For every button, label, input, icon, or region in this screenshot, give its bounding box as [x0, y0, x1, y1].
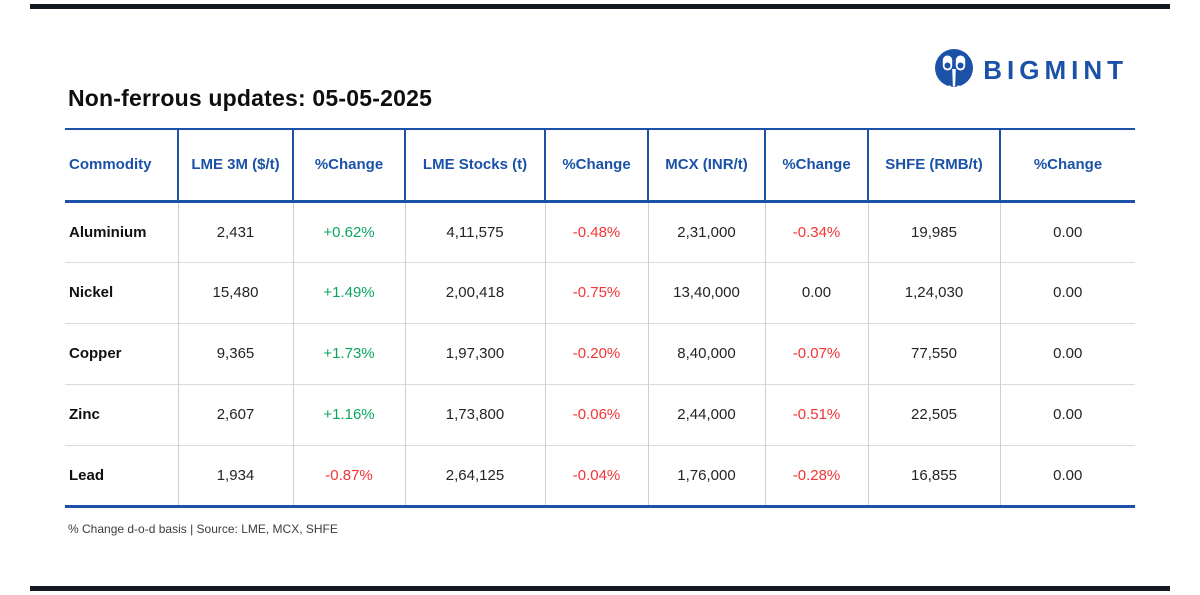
cell-mcx-change: 0.00	[764, 261, 868, 323]
table-row: Nickel 15,480 +1.49% 2,00,418 -0.75% 13,40,00…	[65, 261, 1135, 323]
cell-mcx-change: -0.51%	[764, 383, 868, 445]
col-header-mcx: MCX (INR/t)	[647, 129, 765, 203]
cell-lme-3m-change: +1.73%	[292, 322, 405, 384]
cell-lme-stocks-change: -0.04%	[544, 444, 648, 506]
col-header-mcx-change: %Change	[764, 129, 868, 203]
cell-lme-stocks-change: -0.06%	[544, 383, 648, 445]
cell-lme-stocks: 2,00,418	[404, 261, 545, 323]
brand-logo: BIGMINT	[934, 48, 1128, 92]
cell-shfe: 1,24,030	[867, 261, 1000, 323]
cell-lme-stocks: 1,73,800	[404, 383, 545, 445]
cell-shfe: 77,550	[867, 322, 1000, 384]
commodity-table: Commodity LME 3M ($/t) %Change LME Stock…	[65, 128, 1135, 508]
bottom-divider-bar	[30, 586, 1170, 591]
top-divider-bar	[30, 4, 1170, 9]
header-row: Commodity LME 3M ($/t) %Change LME Stock…	[65, 129, 1135, 203]
cell-shfe: 19,985	[867, 201, 1000, 262]
cell-lme-stocks: 2,64,125	[404, 444, 545, 506]
cell-lme-3m: 15,480	[177, 261, 293, 323]
cell-mcx: 8,40,000	[647, 322, 765, 384]
cell-lme-3m-change: +0.62%	[292, 201, 405, 262]
col-header-lme-3m: LME 3M ($/t)	[177, 129, 293, 203]
cell-shfe: 16,855	[867, 444, 1000, 506]
col-header-lme-3m-change: %Change	[292, 129, 405, 203]
cell-shfe-change: 0.00	[999, 444, 1135, 506]
cell-lme-stocks-change: -0.75%	[544, 261, 648, 323]
cell-lme-stocks: 4,11,575	[404, 201, 545, 262]
footnote: % Change d-o-d basis | Source: LME, MCX,…	[68, 522, 338, 536]
cell-commodity: Nickel	[65, 261, 178, 323]
cell-shfe: 22,505	[867, 383, 1000, 445]
cell-shfe-change: 0.00	[999, 383, 1135, 445]
cell-lme-stocks-change: -0.20%	[544, 322, 648, 384]
bigmint-logo-icon	[934, 48, 974, 92]
commodity-table-wrap: Commodity LME 3M ($/t) %Change LME Stock…	[65, 128, 1135, 508]
page-title: Non-ferrous updates: 05-05-2025	[68, 85, 433, 111]
cell-commodity: Aluminium	[69, 223, 147, 241]
col-header-shfe: SHFE (RMB/t)	[867, 129, 1000, 203]
cell-lme-stocks-change: -0.48%	[544, 201, 648, 262]
cell-commodity: Copper	[65, 322, 178, 384]
cell-mcx-change: -0.34%	[764, 201, 868, 262]
col-header-shfe-change: %Change	[999, 129, 1135, 203]
col-header-lme-stocks-change: %Change	[544, 129, 648, 203]
table-row: Copper 9,365 +1.73% 1,97,300 -0.20% 8,40,000-…	[65, 322, 1135, 384]
cell-mcx-change: -0.28%	[764, 444, 868, 506]
col-header-lme-stocks: LME Stocks (t)	[404, 129, 545, 203]
table-row: Zinc 2,607 +1.16% 1,73,800 -0.06% 2,44,000 -0.…	[65, 383, 1135, 445]
cell-mcx-change: -0.07%	[764, 322, 868, 384]
cell-lme-stocks: 1,97,300	[404, 322, 545, 384]
cell-shfe-change: 0.00	[999, 261, 1135, 323]
cell-lme-3m: 1,934	[177, 444, 293, 506]
col-header-commodity: Commodity	[65, 129, 178, 203]
cell-mcx: 2,44,000	[647, 383, 765, 445]
table-row: Aluminium 2,431 +0.62% 4,11,575 -0.48% 2,31,0…	[65, 201, 1135, 262]
table-row: Lead 1,934 -0.87% 2,64,125 -0.04% 1,76,000 -0.…	[65, 444, 1135, 506]
cell-lme-3m: 2,431	[177, 201, 293, 262]
cell-shfe-change: 0.00	[999, 201, 1135, 262]
cell-lme-3m-change: +1.16%	[292, 383, 405, 445]
cell-commodity: Zinc	[65, 383, 178, 445]
brand-name: BIGMINT	[983, 54, 1128, 85]
cell-mcx: 13,40,000	[647, 261, 765, 323]
cell-lme-3m-change: -0.87%	[292, 444, 405, 506]
cell-shfe-change: 0.00	[999, 322, 1135, 384]
cell-lme-3m: 2,607	[177, 383, 293, 445]
cell-mcx: 2,31,000	[647, 201, 765, 262]
cell-commodity: Lead	[65, 444, 178, 506]
cell-lme-3m-change: +1.49%	[292, 261, 405, 323]
cell-mcx: 1,76,000	[647, 444, 765, 506]
cell-lme-3m: 9,365	[177, 322, 293, 384]
